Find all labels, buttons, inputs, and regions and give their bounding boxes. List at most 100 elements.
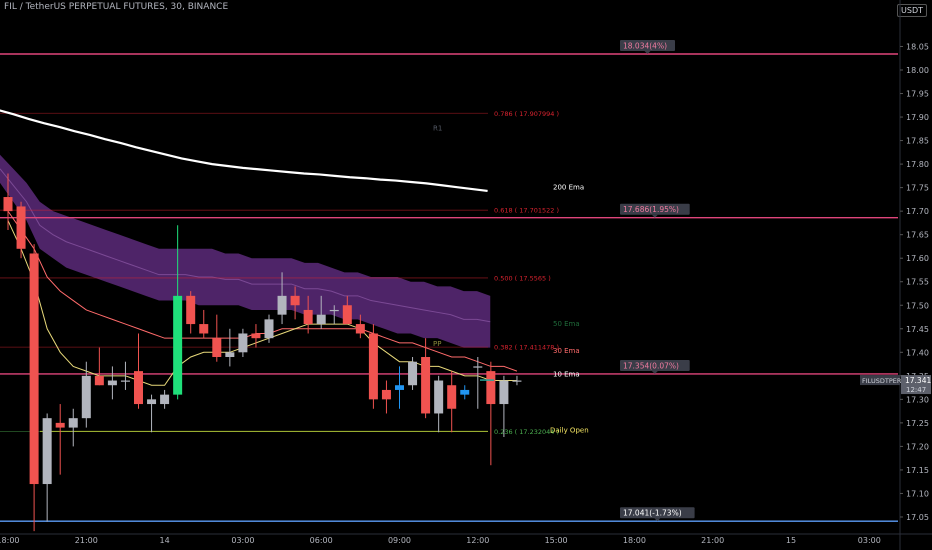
- price-tick-label: 17.25: [906, 419, 929, 428]
- time-tick-label: 15: [786, 536, 796, 545]
- chart-annotation: 50 Ema: [553, 320, 580, 328]
- fib-level-label: 0.500 ( 17.5565 ): [494, 274, 551, 282]
- candle-body: [212, 338, 222, 358]
- chart-title: FIL / TetherUS PERPETUAL FUTURES, 30, BI…: [4, 2, 229, 12]
- fib-level-label: 0.618 ( 17.701522 ): [494, 207, 559, 215]
- fib-level-label: 0.786 ( 17.907994 ): [494, 110, 559, 118]
- candle-body: [3, 197, 13, 212]
- chart-annotation: R1: [433, 124, 442, 132]
- ema-band-layer: [0, 154, 491, 348]
- price-tick-label: 18.05: [906, 42, 929, 51]
- candle-body: [486, 371, 496, 405]
- alert-level-badge: [620, 203, 690, 215]
- price-tick-label: 17.05: [906, 513, 929, 522]
- levels-layer: 18.034(4%) 17.686(1.95%) 17.354(0.07%) 17.0…: [0, 40, 898, 522]
- price-tick-label: 18.00: [906, 66, 929, 75]
- ema-30-line: [7, 210, 518, 372]
- price-tick-label: 17.80: [906, 160, 929, 169]
- price-tick-label: 17.20: [906, 442, 929, 451]
- price-tick-label: 17.95: [906, 90, 929, 99]
- candle-body: [81, 375, 91, 419]
- time-tick-label: 06:00: [310, 536, 333, 545]
- price-tick-label: 17.30: [906, 395, 929, 404]
- candle-body: [68, 418, 78, 428]
- symbol-label: FILUSDTPERP: [862, 377, 905, 385]
- candle-body: [512, 380, 522, 382]
- price-tick-label: 17.60: [906, 254, 929, 263]
- price-tick-label: 17.15: [906, 466, 929, 475]
- ema-lines-layer: [0, 109, 518, 386]
- candle-body: [460, 389, 470, 395]
- chart-annotation: 10 Ema: [553, 370, 580, 378]
- candle-body: [421, 357, 431, 414]
- candle-body: [264, 319, 274, 339]
- price-tick-label: 17.50: [906, 301, 929, 310]
- candle-body: [316, 314, 326, 325]
- candle-body: [342, 305, 352, 325]
- candle-body: [107, 380, 117, 386]
- candles-layer: [3, 173, 522, 532]
- time-tick-label: 21:00: [75, 536, 98, 545]
- alert-level-badge: [620, 359, 690, 371]
- ema-10-line: [7, 220, 517, 386]
- alert-level-label: 18.034(4%): [623, 42, 667, 51]
- candle-body: [329, 309, 339, 312]
- time-tick-label: 21:00: [701, 536, 724, 545]
- candle-body: [447, 385, 457, 409]
- price-axis[interactable]: 17.0517.1017.1517.2017.2517.3017.3517.40…: [860, 0, 931, 550]
- candle-body: [199, 324, 209, 334]
- candle-body: [368, 333, 378, 400]
- chart-annotation: Daily Open: [550, 426, 589, 434]
- candle-body: [29, 253, 39, 485]
- bar-countdown: 12:47: [906, 386, 926, 394]
- chart-annotation: 200 Ema: [553, 184, 584, 192]
- price-tick-label: 17.90: [906, 113, 929, 122]
- candle-body: [473, 366, 483, 368]
- candle-body: [134, 371, 143, 405]
- candle-body: [290, 295, 300, 306]
- candle-body: [434, 380, 444, 414]
- symbol-badge: [860, 375, 900, 386]
- price-tick-label: 17.45: [906, 325, 929, 334]
- last-price-badge: [901, 375, 931, 395]
- ema-50-line: [0, 168, 491, 323]
- price-tick-label: 17.55: [906, 278, 929, 287]
- currency-badge[interactable]: USDT: [897, 4, 927, 17]
- alert-level-pointer: [654, 518, 661, 522]
- candle-body: [186, 295, 196, 325]
- alert-level-pointer: [651, 214, 658, 218]
- price-tick-label: 17.75: [906, 184, 929, 193]
- fib-level-label: 0.236 ( 17.232044 ): [494, 428, 559, 436]
- fib-level-label: 0.382 ( 17.411478 ): [494, 344, 559, 352]
- time-tick-label: 03:00: [858, 536, 881, 545]
- time-tick-label: 12:00: [466, 536, 489, 545]
- time-tick-label: 14: [160, 536, 170, 545]
- candle-body: [120, 380, 130, 382]
- candle-body: [303, 309, 313, 325]
- alert-level-label: 17.041(-1.73%): [623, 509, 682, 518]
- candle-body: [251, 333, 261, 339]
- alert-level-pointer: [644, 51, 651, 55]
- candle-body: [395, 385, 404, 390]
- time-tick-label: 18:00: [623, 536, 646, 545]
- price-tick-label: 17.40: [906, 348, 929, 357]
- alert-level-badge: [620, 507, 695, 519]
- last-price-value: 17.341: [905, 376, 931, 385]
- ema-200-line: [0, 109, 488, 193]
- candle-body: [173, 295, 183, 395]
- candle-body: [225, 352, 235, 358]
- time-axis[interactable]: 18:00 21:00 14 03:00 06:00 09:00 12:00 15:00 18:…: [0, 533, 932, 545]
- candle-body: [277, 295, 287, 315]
- candle-body: [355, 324, 365, 334]
- candle-body: [408, 361, 418, 386]
- candle-body: [499, 380, 509, 405]
- price-tick-label: 17.70: [906, 207, 929, 216]
- annotations-layer: 200 Ema 50 Ema 30 Ema 10 Ema Daily Open R1 PP: [433, 124, 589, 434]
- alert-level-pointer: [651, 370, 658, 374]
- price-tick-label: 17.10: [906, 489, 929, 498]
- time-tick-label: 09:00: [388, 536, 411, 545]
- price-tick-label: 17.85: [906, 137, 929, 146]
- candle-body: [147, 399, 157, 405]
- price-tick-label: 17.65: [906, 231, 929, 240]
